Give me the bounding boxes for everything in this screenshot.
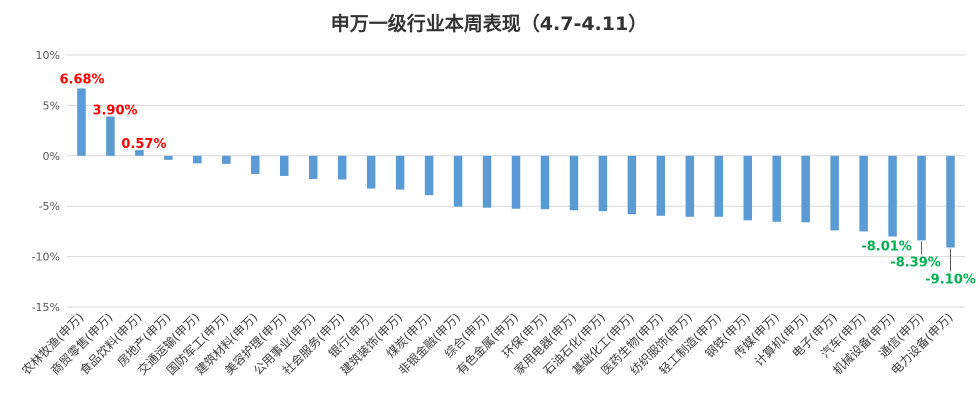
bar (511, 155, 521, 209)
bar (685, 155, 695, 217)
bar (280, 155, 289, 176)
data-label: 6.68% (59, 72, 104, 87)
y-tick-label: 0% (43, 150, 60, 163)
data-label: -8.39% (890, 255, 941, 270)
bar (743, 155, 752, 221)
bar (482, 155, 492, 208)
data-label: 0.57% (121, 137, 166, 152)
bar (656, 155, 666, 216)
bar (222, 155, 231, 164)
bars (77, 88, 955, 248)
chart-title: 申万一级行业本周表现（4.7-4.11） (331, 12, 647, 35)
bar (569, 155, 579, 211)
bar (540, 155, 550, 210)
bar (714, 155, 724, 217)
bar (366, 155, 376, 189)
bar (135, 150, 144, 156)
y-tick-label: -15% (32, 301, 60, 314)
bar (859, 155, 868, 232)
y-tick-label: 5% (43, 99, 60, 112)
bar (308, 155, 318, 179)
bar (395, 155, 405, 190)
data-label: 3.90% (92, 103, 137, 118)
bar (193, 155, 202, 164)
bar (337, 155, 347, 180)
bar (946, 155, 955, 248)
bar (772, 155, 781, 222)
bar (801, 155, 810, 223)
bar (830, 155, 839, 231)
y-axis-ticks: 10% 5% 0% -5% -10% -15% (32, 49, 60, 314)
bar (627, 155, 637, 215)
data-labels: 6.68% 3.90% 0.57% -8.01%-8.39% -9.10% (59, 72, 975, 287)
bar (164, 155, 173, 160)
y-tick-label: -5% (39, 200, 60, 213)
bar (888, 155, 897, 237)
bar (77, 88, 86, 156)
bar (251, 155, 260, 174)
data-label: -9.10% (925, 273, 976, 288)
bar (453, 155, 463, 207)
data-label: -8.01% (861, 240, 912, 255)
bar (106, 116, 115, 156)
y-tick-label: 10% (36, 49, 60, 62)
y-tick-label: -10% (32, 251, 60, 264)
bar (917, 155, 926, 241)
bar (424, 155, 434, 196)
x-axis-ticks: 农林牧渔(申万)商贸零售(申万)食品饮料(申万)房地产(申万)交通运输(申万)国… (19, 310, 955, 378)
bar (598, 155, 608, 212)
